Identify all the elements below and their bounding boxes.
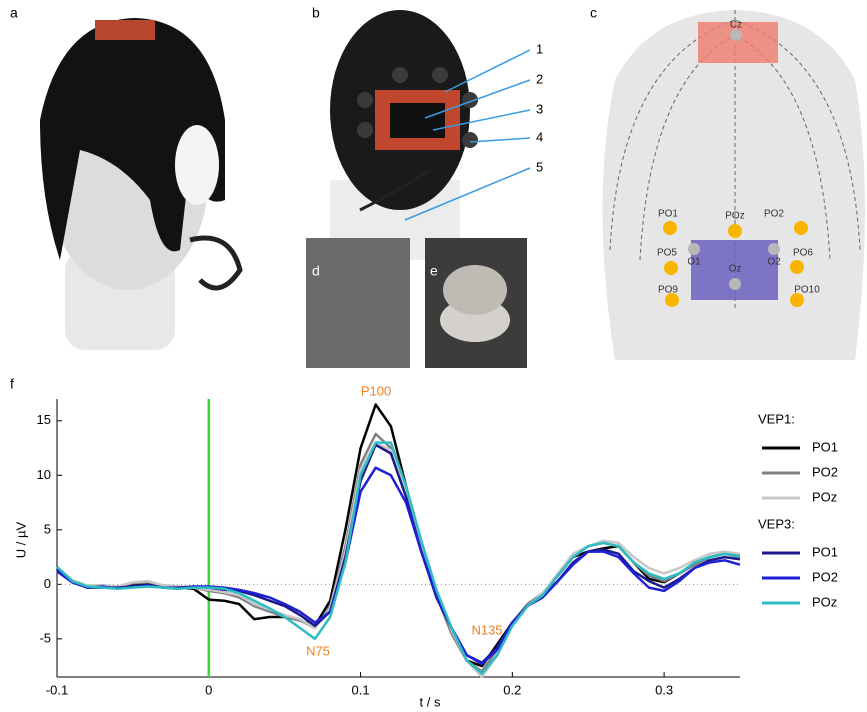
- electrode-label: PO2: [764, 209, 784, 220]
- y-axis-label: U / µV: [13, 521, 28, 558]
- callout: 2: [536, 71, 543, 86]
- legend-group-title: VEP3:: [758, 516, 795, 531]
- figure: 1 2 3 4 5 Cz PO1 POz PO2 PO5 O1 Oz O2 PO…: [0, 0, 867, 712]
- electrode-label: O1: [687, 257, 701, 268]
- electrode-label: Cz: [730, 20, 742, 31]
- electrode-label: PO6: [793, 248, 813, 259]
- electrode-label: PO10: [794, 285, 820, 296]
- y-tick-label: 0: [44, 576, 51, 591]
- panel-label: f: [10, 376, 14, 392]
- legend-label: POz: [812, 489, 837, 504]
- series-line: [57, 445, 740, 663]
- photo-d: [306, 238, 410, 368]
- legend-label: PO1: [812, 544, 838, 559]
- callout: 5: [536, 159, 543, 174]
- annotation: N135: [471, 622, 502, 637]
- callout: 3: [536, 101, 543, 116]
- electrode-label: POz: [725, 211, 744, 222]
- annotation: P100: [361, 383, 391, 398]
- electrode-label: PO1: [658, 209, 678, 220]
- y-tick-label: 15: [37, 412, 51, 427]
- x-tick-label: -0.1: [46, 682, 68, 697]
- panel-label: e: [430, 263, 438, 279]
- photo-b: [330, 10, 530, 260]
- legend-group-title: VEP1:: [758, 411, 795, 426]
- y-tick-label: -5: [39, 630, 51, 645]
- x-tick-label: 0: [205, 682, 212, 697]
- legend-label: PO1: [812, 439, 838, 454]
- y-tick-label: 10: [37, 467, 51, 482]
- x-axis-label: t / s: [420, 694, 441, 709]
- electrode-label: PO5: [657, 248, 677, 259]
- x-tick-label: 0.3: [655, 682, 673, 697]
- x-tick-label: 0.1: [352, 682, 370, 697]
- electrode-label: O2: [767, 257, 781, 268]
- panel-label: a: [10, 5, 18, 21]
- x-tick-label: 0.2: [503, 682, 521, 697]
- panel-label: c: [590, 5, 597, 21]
- annotation: N75: [306, 643, 330, 658]
- electrode-label: PO9: [658, 285, 678, 296]
- callout: 1: [536, 41, 543, 56]
- legend-label: PO2: [812, 569, 838, 584]
- electrode-label: Oz: [729, 264, 742, 275]
- series-line: [57, 405, 740, 667]
- panel-label: b: [312, 5, 320, 21]
- legend-label: POz: [812, 594, 837, 609]
- callout: 4: [536, 129, 543, 144]
- panel-label: d: [312, 263, 320, 279]
- head-model: [603, 10, 866, 360]
- legend-label: PO2: [812, 464, 838, 479]
- photo-a: [40, 18, 240, 350]
- photo-e: [425, 238, 527, 368]
- y-tick-label: 5: [44, 521, 51, 536]
